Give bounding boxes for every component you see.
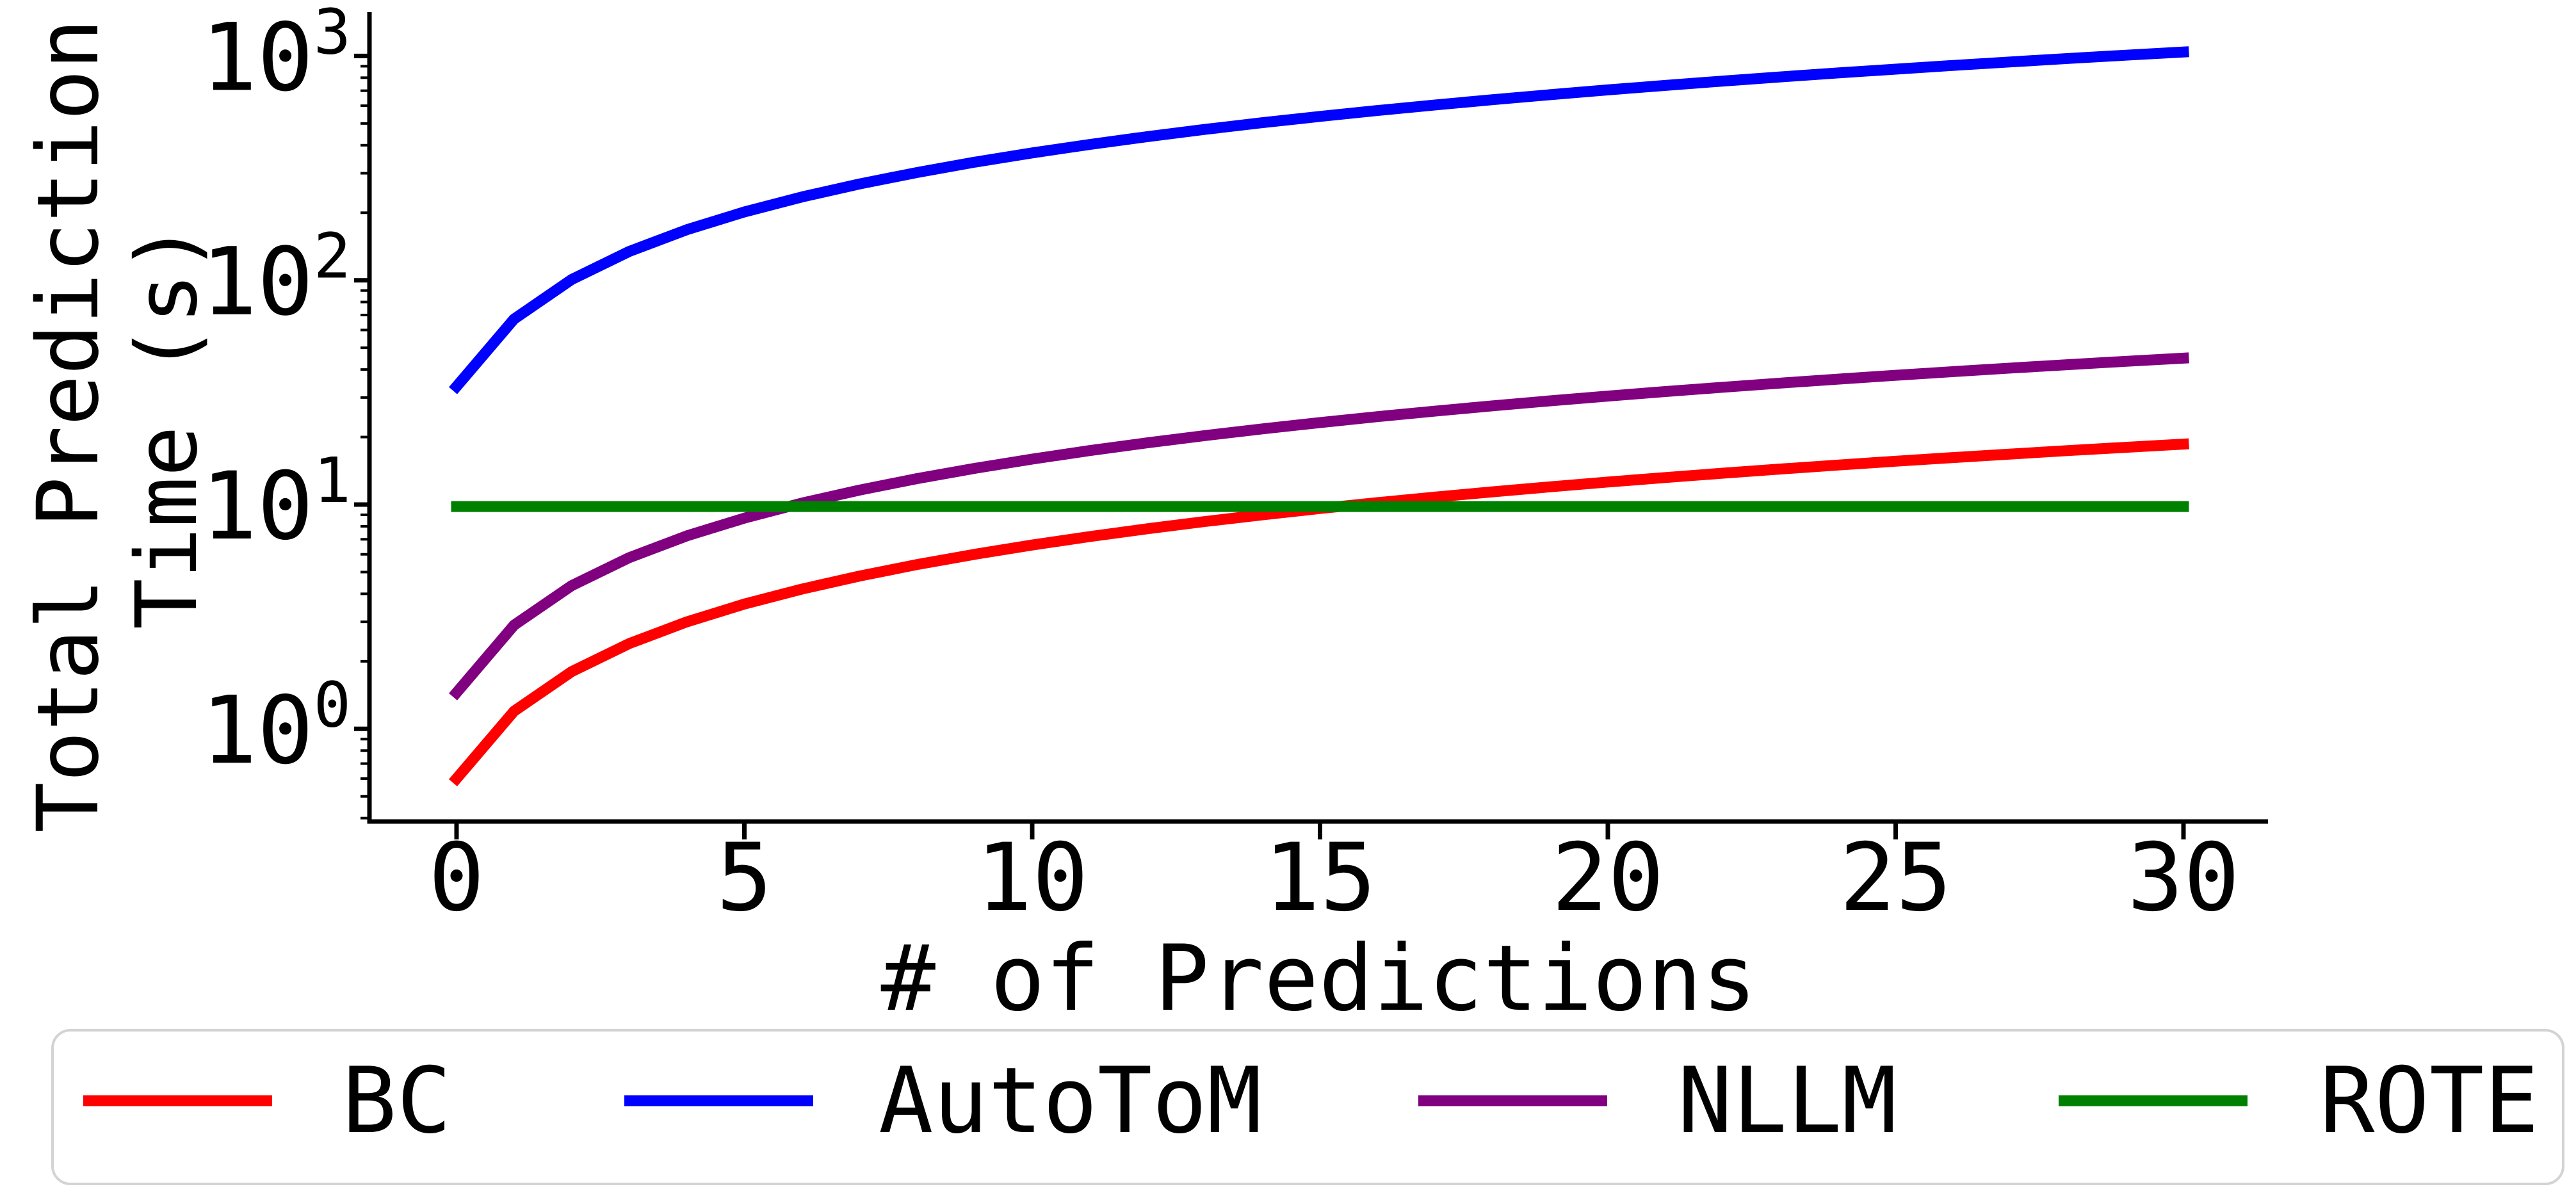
x-axis-tick-label: 5 <box>717 823 773 932</box>
axes: # of Predictions Total Prediction Time (s) <box>19 12 2268 1032</box>
legend-item-NLLM: NLLM <box>1418 1048 1897 1154</box>
legend-item-ROTE: ROTE <box>2059 1048 2539 1154</box>
legend-box <box>51 1029 2564 1185</box>
legend-item-AutoToM: AutoToM <box>624 1048 1261 1154</box>
series-lines <box>449 46 2189 786</box>
x-axis-tick-label: 10 <box>976 823 1089 932</box>
legend: BC AutoToM NLLM ROTE <box>51 1029 2564 1185</box>
legend-label-AutoToM: AutoToM <box>879 1048 1261 1154</box>
x-axis-tick-label: 0 <box>428 823 485 932</box>
y-axis-tick-label: 101 <box>201 444 351 561</box>
legend-label-BC: BC <box>342 1048 451 1154</box>
legend-item-BC: BC <box>83 1048 451 1154</box>
y-axis-tick-label: 102 <box>201 220 351 337</box>
legend-label-NLLM: NLLM <box>1678 1048 1897 1154</box>
x-axis-tick-label: 15 <box>1264 823 1377 932</box>
series-line-AutoToM <box>449 46 2189 394</box>
series-line-NLLM <box>449 352 2189 700</box>
x-axis-label: # of Predictions <box>881 926 1757 1032</box>
y-axis-label-line-1: Total Prediction <box>19 19 118 833</box>
y-axis-label-line-2: Time (s) <box>118 222 216 629</box>
x-axis-tick-label: 25 <box>1840 823 1952 932</box>
y-axis-tick-label: 100 <box>201 668 351 785</box>
y-axis-tick-label: 103 <box>201 0 351 112</box>
y-axis-ticks: 100 101 102 103 <box>201 0 369 820</box>
x-axis-ticks: 0 5 10 15 20 25 30 <box>428 822 2240 932</box>
legend-label-ROTE: ROTE <box>2320 1048 2539 1154</box>
x-axis-tick-label: 20 <box>1551 823 1664 932</box>
x-axis-tick-label: 30 <box>2127 823 2240 932</box>
